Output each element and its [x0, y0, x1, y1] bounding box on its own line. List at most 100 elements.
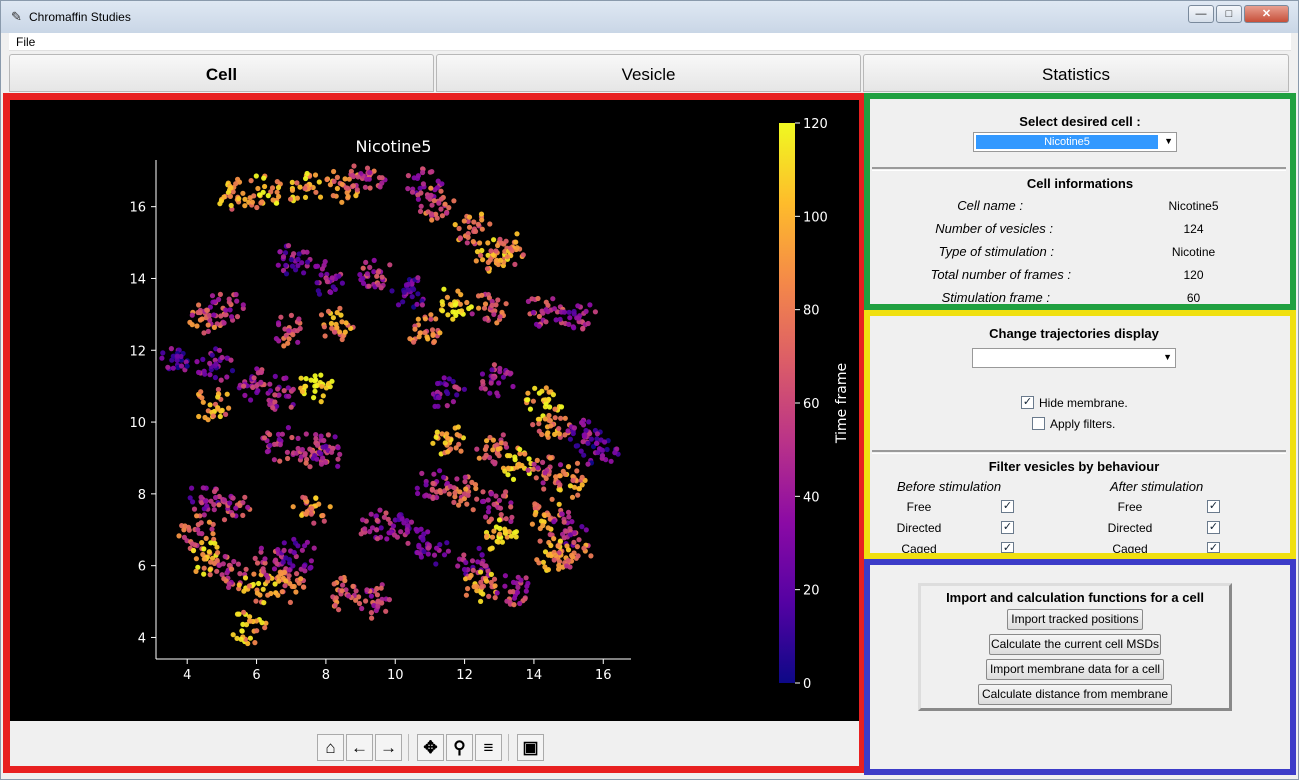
data-point	[556, 431, 563, 437]
data-point	[483, 514, 489, 520]
data-point	[451, 485, 457, 491]
maximize-button[interactable]: □	[1216, 5, 1242, 23]
data-point	[473, 485, 479, 492]
data-point	[228, 185, 234, 191]
apply-filters-checkbox[interactable]	[1032, 417, 1045, 430]
data-point	[282, 250, 289, 256]
tab-statistics[interactable]: Statistics	[863, 54, 1289, 92]
data-point	[588, 553, 594, 559]
data-point	[258, 369, 264, 375]
directed-after-checkbox[interactable]: ✓	[1207, 521, 1220, 534]
data-point	[233, 505, 239, 511]
import-tracked-positions-button[interactable]: Import tracked positions	[1007, 609, 1143, 630]
y-tick-label: 14	[129, 272, 146, 287]
data-point	[487, 546, 493, 552]
section-divider	[872, 450, 1286, 454]
data-point	[379, 274, 385, 280]
hide-membrane-checkbox[interactable]: ✓	[1021, 396, 1034, 409]
back-arrow-icon[interactable]: ←	[346, 734, 373, 761]
data-point	[170, 353, 176, 359]
y-tick-label: 12	[129, 344, 146, 359]
free-before-checkbox[interactable]: ✓	[1001, 500, 1014, 513]
data-point	[540, 459, 546, 465]
menu-file[interactable]: File	[16, 35, 36, 49]
tab-cell[interactable]: Cell	[9, 54, 434, 92]
directed-before-checkbox[interactable]: ✓	[1001, 521, 1014, 534]
data-point	[221, 320, 227, 326]
data-point	[278, 314, 284, 320]
data-point	[409, 189, 416, 195]
close-button[interactable]: ✕	[1244, 5, 1289, 23]
caged-after-checkbox[interactable]: ✓	[1207, 542, 1220, 553]
data-point	[271, 441, 277, 447]
data-point	[201, 571, 207, 577]
data-point	[203, 535, 209, 541]
data-point	[276, 193, 282, 200]
data-point	[311, 520, 317, 526]
data-point	[228, 357, 234, 363]
forward-arrow-icon[interactable]: →	[375, 734, 402, 761]
data-point	[484, 266, 491, 272]
data-point	[431, 338, 437, 345]
data-point	[404, 527, 410, 533]
trajectories-dropdown[interactable]: ▼	[972, 348, 1176, 368]
data-point	[299, 512, 305, 518]
filter-label-caged-before: Caged	[901, 542, 937, 553]
data-point	[575, 492, 581, 498]
data-point	[452, 384, 458, 390]
data-point	[536, 560, 542, 566]
data-point	[221, 497, 227, 503]
minimize-button[interactable]: ―	[1188, 5, 1214, 23]
data-point	[433, 211, 439, 217]
data-point	[378, 585, 384, 591]
calculate-msds-button[interactable]: Calculate the current cell MSDs	[989, 634, 1161, 655]
data-point	[284, 449, 290, 455]
pan-icon[interactable]: ✥	[417, 734, 444, 761]
data-point	[214, 321, 220, 327]
data-point	[483, 578, 490, 584]
data-point	[457, 301, 463, 307]
data-point	[375, 269, 381, 275]
data-point	[574, 468, 580, 474]
calculate-distance-button[interactable]: Calculate distance from membrane	[978, 684, 1172, 705]
import-panel-title: Import and calculation functions for a c…	[946, 590, 1204, 605]
data-point	[245, 640, 251, 647]
data-point	[428, 316, 434, 322]
data-point	[233, 181, 239, 187]
data-point	[359, 605, 365, 612]
data-point	[240, 190, 246, 196]
plot-canvas[interactable]: Nicotine5 4 6 8 10 12 14 16 4 6 8 10 12 14 16 0 20 40 60 80…	[10, 100, 859, 721]
data-point	[272, 373, 278, 379]
data-point	[282, 583, 288, 589]
cell-select-dropdown[interactable]: Nicotine5 ▼	[973, 132, 1177, 152]
data-point	[538, 518, 545, 524]
data-point	[599, 447, 606, 453]
data-point	[360, 517, 366, 523]
x-tick-label: 14	[526, 668, 543, 683]
data-point	[500, 374, 506, 380]
data-point	[576, 486, 583, 492]
apply-filters-label: Apply filters.	[1050, 417, 1116, 431]
data-point	[507, 453, 513, 459]
import-membrane-data-button[interactable]: Import membrane data for a cell	[986, 659, 1164, 680]
filter-label-caged-after: Caged	[1112, 542, 1148, 553]
configure-subplots-icon[interactable]: ≡	[475, 734, 502, 761]
data-point	[483, 452, 489, 458]
data-point	[429, 217, 435, 223]
data-point	[586, 419, 592, 425]
tab-vesicle[interactable]: Vesicle	[436, 54, 861, 92]
data-point	[557, 538, 564, 544]
data-point	[221, 576, 227, 582]
data-point	[286, 328, 292, 334]
data-point	[287, 599, 293, 605]
zoom-icon[interactable]: ⚲	[446, 734, 473, 761]
data-point	[379, 175, 385, 181]
caged-before-checkbox[interactable]: ✓	[1001, 542, 1014, 553]
data-point	[331, 168, 337, 175]
save-icon[interactable]: ▣	[517, 734, 544, 761]
free-after-checkbox[interactable]: ✓	[1207, 500, 1220, 513]
data-point	[205, 322, 211, 328]
home-icon[interactable]: ⌂	[317, 734, 344, 761]
data-point	[267, 381, 273, 387]
data-point	[524, 583, 530, 589]
